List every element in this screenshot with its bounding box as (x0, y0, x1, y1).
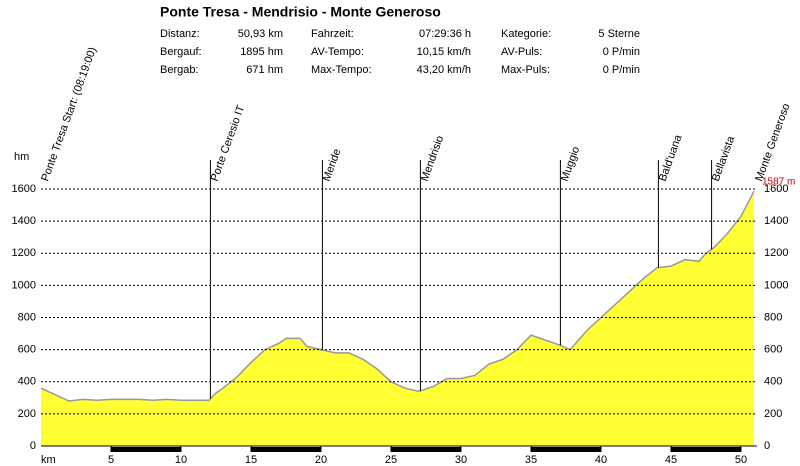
y-tick-label-right: 200 (764, 408, 782, 420)
x-tick-label: 40 (595, 454, 607, 466)
stat-value: 0 P/min (603, 64, 640, 76)
y-tick-label: 600 (18, 344, 36, 356)
y-tick-label: 1600 (12, 183, 36, 195)
scale-bar (111, 447, 181, 452)
scale-bar (391, 447, 461, 452)
y-tick-label: 1000 (12, 279, 36, 291)
y-tick-label-right: 800 (764, 311, 782, 323)
summit-label: 1587 m (762, 177, 795, 188)
waypoint-label: Bald'uana (657, 132, 685, 183)
y-tick-label-right: 400 (764, 376, 782, 388)
elevation-area (41, 191, 755, 446)
y-tick-label-right: 1600 (764, 183, 788, 195)
y-tick-label: 400 (18, 376, 36, 388)
x-tick-label: 35 (525, 454, 537, 466)
stat-value: 07:29:36 h (419, 28, 471, 40)
waypoint-label: Ponte Tresa Start: (08:19:00) (39, 46, 99, 183)
chart-title: Ponte Tresa - Mendrisio - Monte Generoso (160, 4, 441, 20)
scale-bar (531, 447, 601, 452)
stat-value: 10,15 km/h (417, 46, 471, 58)
stat-label: Kategorie: (501, 28, 551, 40)
y-tick-label: 800 (18, 311, 36, 323)
y-tick-label: 0 (30, 440, 36, 452)
waypoint-label: Meride (321, 147, 344, 183)
scale-bar (671, 447, 741, 452)
stat-label: Bergauf: (160, 46, 202, 58)
stat-label: Bergab: (160, 64, 199, 76)
stat-label: AV-Puls: (501, 46, 542, 58)
x-tick-label: 15 (245, 454, 257, 466)
waypoint-label: Bellavista (710, 134, 738, 183)
stat-label: Distanz: (160, 28, 200, 40)
x-tick-label: 20 (315, 454, 327, 466)
x-axis-label: km (41, 454, 56, 466)
y-tick-label: 200 (18, 408, 36, 420)
stat-label: Max-Puls: (501, 64, 550, 76)
stat-label: AV-Tempo: (311, 46, 364, 58)
y-tick-label-right: 1200 (764, 247, 788, 259)
x-tick-label: 50 (735, 454, 747, 466)
y-tick-label-right: 1000 (764, 279, 788, 291)
y-axis-label: hm (14, 151, 29, 163)
stat-value: 43,20 km/h (417, 64, 471, 76)
y-tick-label: 1200 (12, 247, 36, 259)
x-tick-label: 25 (385, 454, 397, 466)
stat-value: 5 Sterne (598, 28, 640, 40)
y-tick-label-right: 1400 (764, 215, 788, 227)
scale-bar (251, 447, 321, 452)
waypoint-label: Mendrisio (419, 134, 447, 183)
waypoint-label: Muggio (559, 145, 583, 183)
y-tick-label-right: 600 (764, 344, 782, 356)
x-tick-label: 5 (108, 454, 114, 466)
waypoint-label: Porte Ceresio IT (209, 103, 248, 183)
waypoint-label: Monte Generoso (753, 102, 792, 183)
stat-label: Max-Tempo: (311, 64, 372, 76)
stat-value: 0 P/min (603, 46, 640, 58)
y-tick-label-right: 0 (764, 440, 770, 452)
y-tick-label: 1400 (12, 215, 36, 227)
stat-value: 1895 hm (240, 46, 283, 58)
x-tick-label: 45 (665, 454, 677, 466)
stat-label: Fahrzeit: (311, 28, 354, 40)
x-tick-label: 30 (455, 454, 467, 466)
x-tick-label: 10 (175, 454, 187, 466)
stat-value: 671 hm (246, 64, 283, 76)
stat-value: 50,93 km (238, 28, 283, 40)
